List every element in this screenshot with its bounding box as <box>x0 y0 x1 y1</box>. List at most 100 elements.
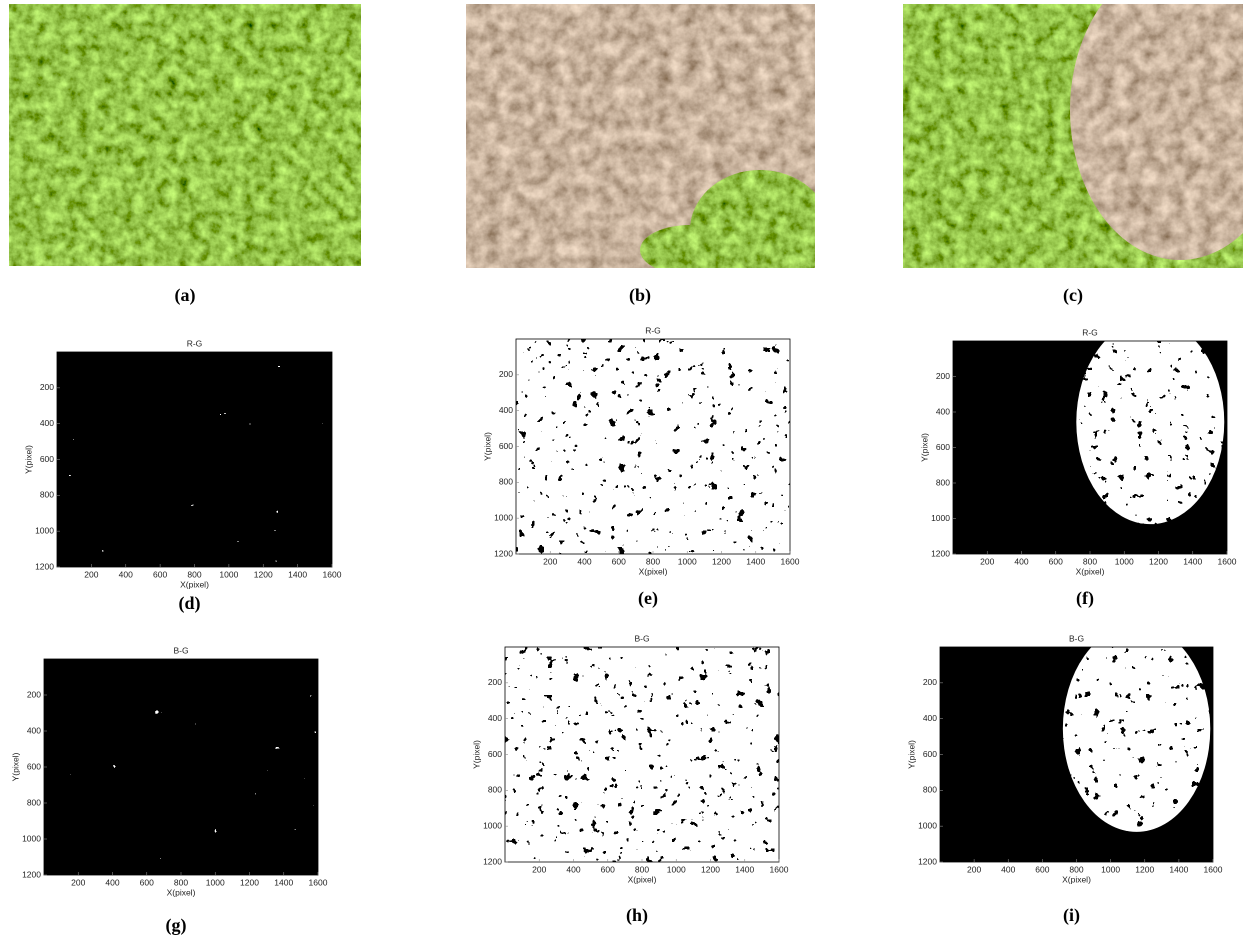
x-tick-label: 1600 <box>1204 864 1223 874</box>
x-tick-label: 1000 <box>678 556 697 566</box>
plot-title: R-G <box>1082 327 1098 337</box>
y-tick-label: 400 <box>27 725 41 735</box>
x-tick-label: 600 <box>1049 556 1063 566</box>
x-tick-label: 400 <box>1001 864 1015 874</box>
x-axis-label: X(pixel) <box>628 874 657 884</box>
x-tick-label: 400 <box>577 556 591 566</box>
y-tick-label: 800 <box>936 477 950 487</box>
x-tick-label: 1600 <box>1218 556 1237 566</box>
figure: (a)(b)(c)2004006008001000120014001600200… <box>0 0 1243 940</box>
x-tick-label: 800 <box>174 877 188 887</box>
y-tick-label: 400 <box>923 713 937 723</box>
x-tick-label: 800 <box>187 569 201 579</box>
y-axis-label: Y(pixel) <box>906 740 916 769</box>
plot-title: B-G <box>1069 633 1084 643</box>
y-tick-label: 400 <box>40 418 54 428</box>
y-tick-label: 600 <box>27 761 41 771</box>
y-tick-label: 1200 <box>918 856 937 866</box>
y-tick-label: 600 <box>40 454 54 464</box>
y-tick-label: 1200 <box>35 561 54 571</box>
x-axis-label: X(pixel) <box>639 566 668 576</box>
x-tick-label: 1000 <box>667 864 686 874</box>
y-tick-label: 800 <box>488 785 502 795</box>
panel-label: (g) <box>166 915 187 936</box>
x-tick-label: 1200 <box>240 877 259 887</box>
x-tick-label: 1600 <box>309 877 328 887</box>
y-tick-label: 1000 <box>22 833 41 843</box>
mask-plot: 2004006008001000120014001600200400600800… <box>10 645 327 936</box>
x-tick-label: 600 <box>153 569 167 579</box>
y-tick-label: 800 <box>27 797 41 807</box>
y-tick-label: 400 <box>488 713 502 723</box>
x-tick-label: 800 <box>646 556 660 566</box>
x-tick-label: 800 <box>1069 864 1083 874</box>
mask-plot: 200 400 600 800 1000 1200 1400 1600 200 400 600 800… <box>906 633 1222 926</box>
x-tick-label: 1400 <box>746 556 765 566</box>
x-tick-label: 400 <box>566 864 580 874</box>
panel-label: (e) <box>638 588 658 609</box>
y-tick-label: 1200 <box>22 869 41 879</box>
y-tick-label: 200 <box>499 369 513 379</box>
y-tick-label: 800 <box>40 490 54 500</box>
plot-title: R-G <box>645 325 661 335</box>
x-tick-label: 200 <box>980 556 994 566</box>
x-tick-label: 1600 <box>323 569 342 579</box>
x-tick-label: 1400 <box>735 864 754 874</box>
x-tick-label: 200 <box>543 556 557 566</box>
x-tick-label: 200 <box>967 864 981 874</box>
y-tick-label: 1200 <box>494 548 513 558</box>
y-axis-label: Y(pixel) <box>10 752 20 781</box>
mask-noise <box>505 647 779 862</box>
x-tick-label: 800 <box>635 864 649 874</box>
x-tick-label: 1400 <box>1169 864 1188 874</box>
panel-label: (b) <box>629 285 651 306</box>
y-tick-label: 600 <box>923 749 937 759</box>
y-tick-label: 1000 <box>483 820 502 830</box>
x-tick-label: 1200 <box>701 864 720 874</box>
y-tick-label: 400 <box>499 405 513 415</box>
y-tick-label: 800 <box>923 785 937 795</box>
x-tick-label: 800 <box>1083 556 1097 566</box>
x-tick-label: 600 <box>140 877 154 887</box>
y-tick-label: 200 <box>27 689 41 699</box>
y-tick-label: 1000 <box>35 525 54 535</box>
y-tick-label: 1200 <box>483 856 502 866</box>
x-tick-label: 400 <box>105 877 119 887</box>
x-tick-label: 400 <box>1014 556 1028 566</box>
x-tick-label: 1400 <box>1183 556 1202 566</box>
y-tick-label: 400 <box>936 406 950 416</box>
x-axis-label: X(pixel) <box>1076 566 1105 576</box>
x-axis-label: X(pixel) <box>180 579 209 589</box>
photo-b <box>466 4 815 268</box>
y-tick-label: 200 <box>40 382 54 392</box>
y-tick-label: 1000 <box>931 513 950 523</box>
x-axis-label: X(pixel) <box>167 887 196 897</box>
y-tick-label: 800 <box>499 477 513 487</box>
y-axis-label: Y(pixel) <box>919 433 929 462</box>
x-tick-label: 1000 <box>1115 556 1134 566</box>
y-tick-label: 1000 <box>918 820 937 830</box>
x-tick-label: 1400 <box>288 569 307 579</box>
y-tick-label: 200 <box>923 677 937 687</box>
x-tick-label: 600 <box>1035 864 1049 874</box>
x-tick-label: 1000 <box>219 569 238 579</box>
photo-c <box>903 4 1243 268</box>
x-tick-label: 1600 <box>770 864 789 874</box>
x-tick-label: 1200 <box>254 569 273 579</box>
mask-noise <box>516 339 790 554</box>
y-tick-label: 600 <box>499 441 513 451</box>
panel-label: (h) <box>626 905 648 926</box>
plot-title: B-G <box>173 645 188 655</box>
y-tick-label: 1200 <box>931 548 950 558</box>
mask-noise <box>57 352 332 567</box>
panel-label: (f) <box>1076 588 1094 609</box>
x-tick-label: 200 <box>84 569 98 579</box>
x-tick-label: 1200 <box>1149 556 1168 566</box>
x-tick-label: 1000 <box>206 877 225 887</box>
x-tick-label: 200 <box>71 877 85 887</box>
panel-label: (c) <box>1063 285 1083 306</box>
